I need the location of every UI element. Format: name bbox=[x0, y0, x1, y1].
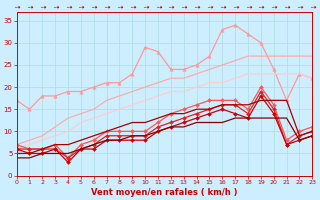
X-axis label: Vent moyen/en rafales ( km/h ): Vent moyen/en rafales ( km/h ) bbox=[91, 188, 238, 197]
